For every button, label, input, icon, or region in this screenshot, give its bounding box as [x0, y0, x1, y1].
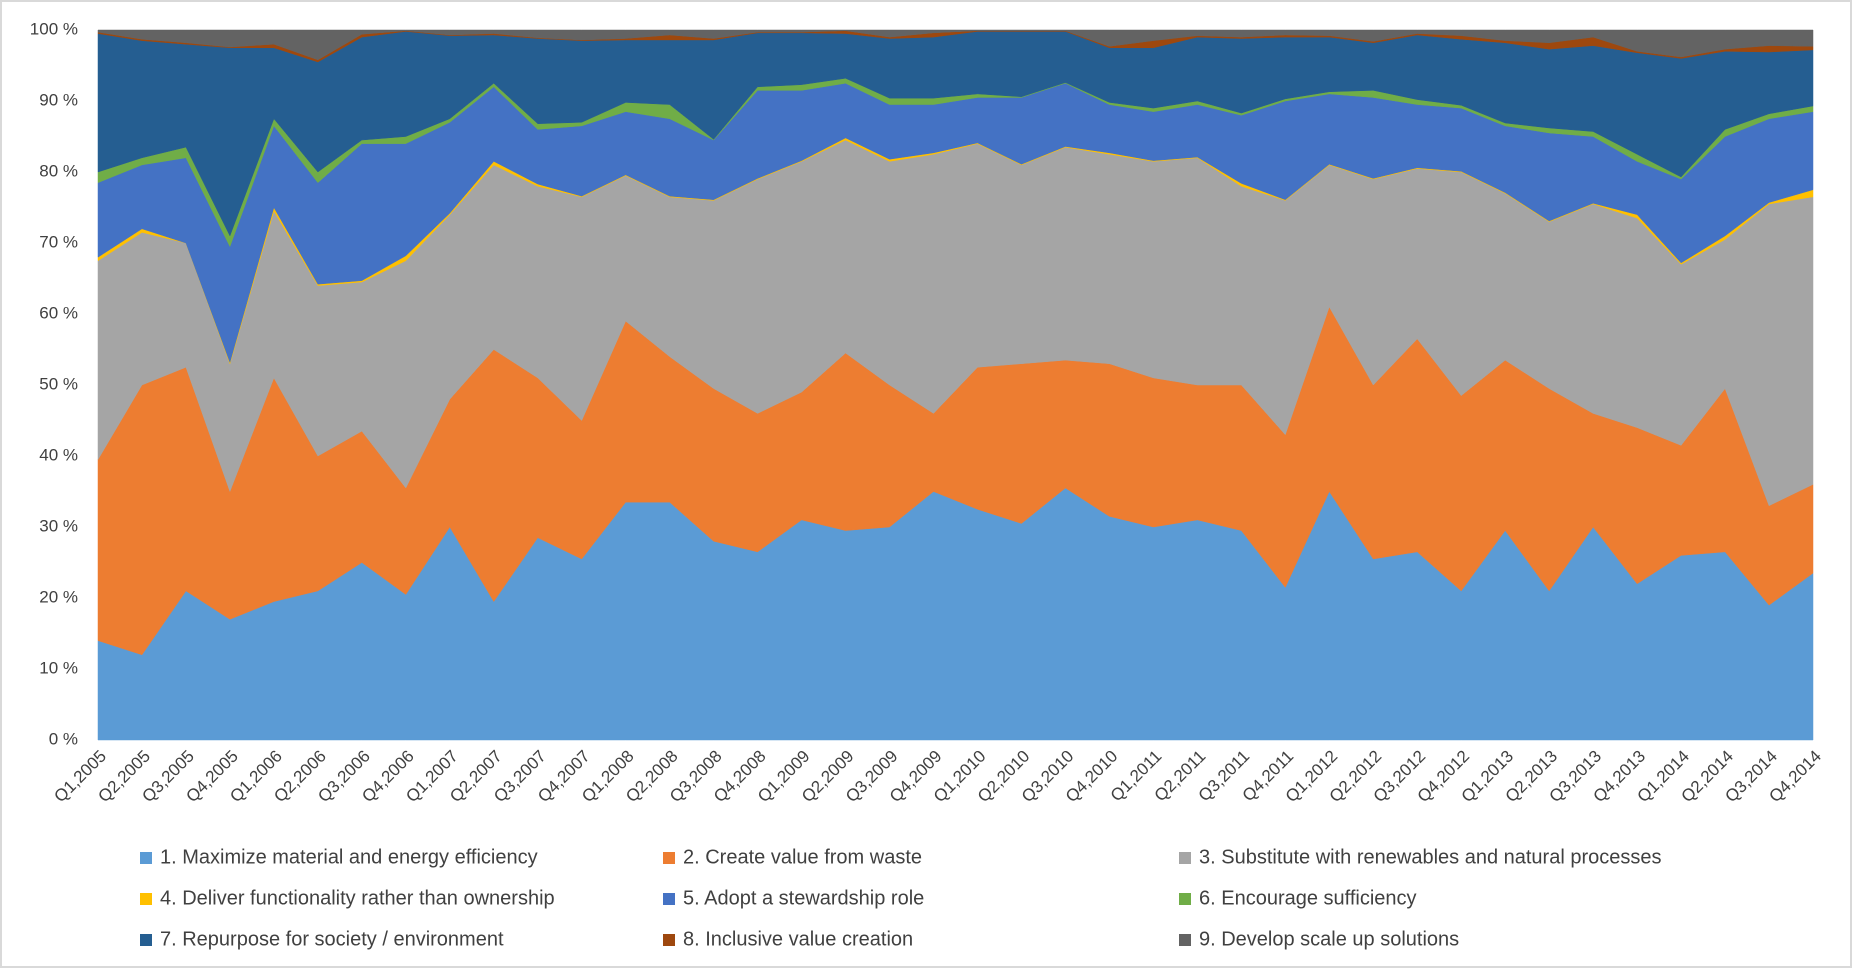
legend-label: 7. Repurpose for society / environment [160, 928, 504, 950]
legend-swatch [140, 934, 152, 946]
legend-label: 3. Substitute with renewables and natura… [1199, 846, 1662, 868]
y-tick-label: 40 % [39, 445, 78, 464]
legend-swatch [663, 852, 675, 864]
y-tick-label: 50 % [39, 374, 78, 393]
y-tick-label: 100 % [30, 19, 78, 38]
legend-label: 8. Inclusive value creation [683, 928, 913, 950]
legend-swatch [140, 852, 152, 864]
legend-label: 9. Develop scale up solutions [1199, 928, 1459, 950]
legend-label: 6. Encourage sufficiency [1199, 887, 1417, 909]
y-tick-label: 20 % [39, 587, 78, 606]
legend-swatch [1179, 852, 1191, 864]
y-tick-label: 30 % [39, 516, 78, 535]
legend-swatch [663, 934, 675, 946]
y-tick-label: 60 % [39, 303, 78, 322]
legend-label: 5. Adopt a stewardship role [683, 887, 924, 909]
area [97, 29, 1814, 61]
y-tick-label: 0 % [49, 729, 78, 748]
legend-label: 4. Deliver functionality rather than own… [160, 887, 555, 909]
legend-swatch [663, 893, 675, 905]
legend-label: 2. Create value from waste [683, 846, 922, 868]
legend-swatch [1179, 934, 1191, 946]
legend-label: 1. Maximize material and energy efficien… [160, 846, 538, 868]
legend-swatch [140, 893, 152, 905]
y-tick-label: 90 % [39, 90, 78, 109]
legend-swatch [1179, 893, 1191, 905]
y-tick-label: 10 % [39, 658, 78, 677]
y-tick-label: 80 % [39, 161, 78, 180]
y-tick-label: 70 % [39, 232, 78, 251]
